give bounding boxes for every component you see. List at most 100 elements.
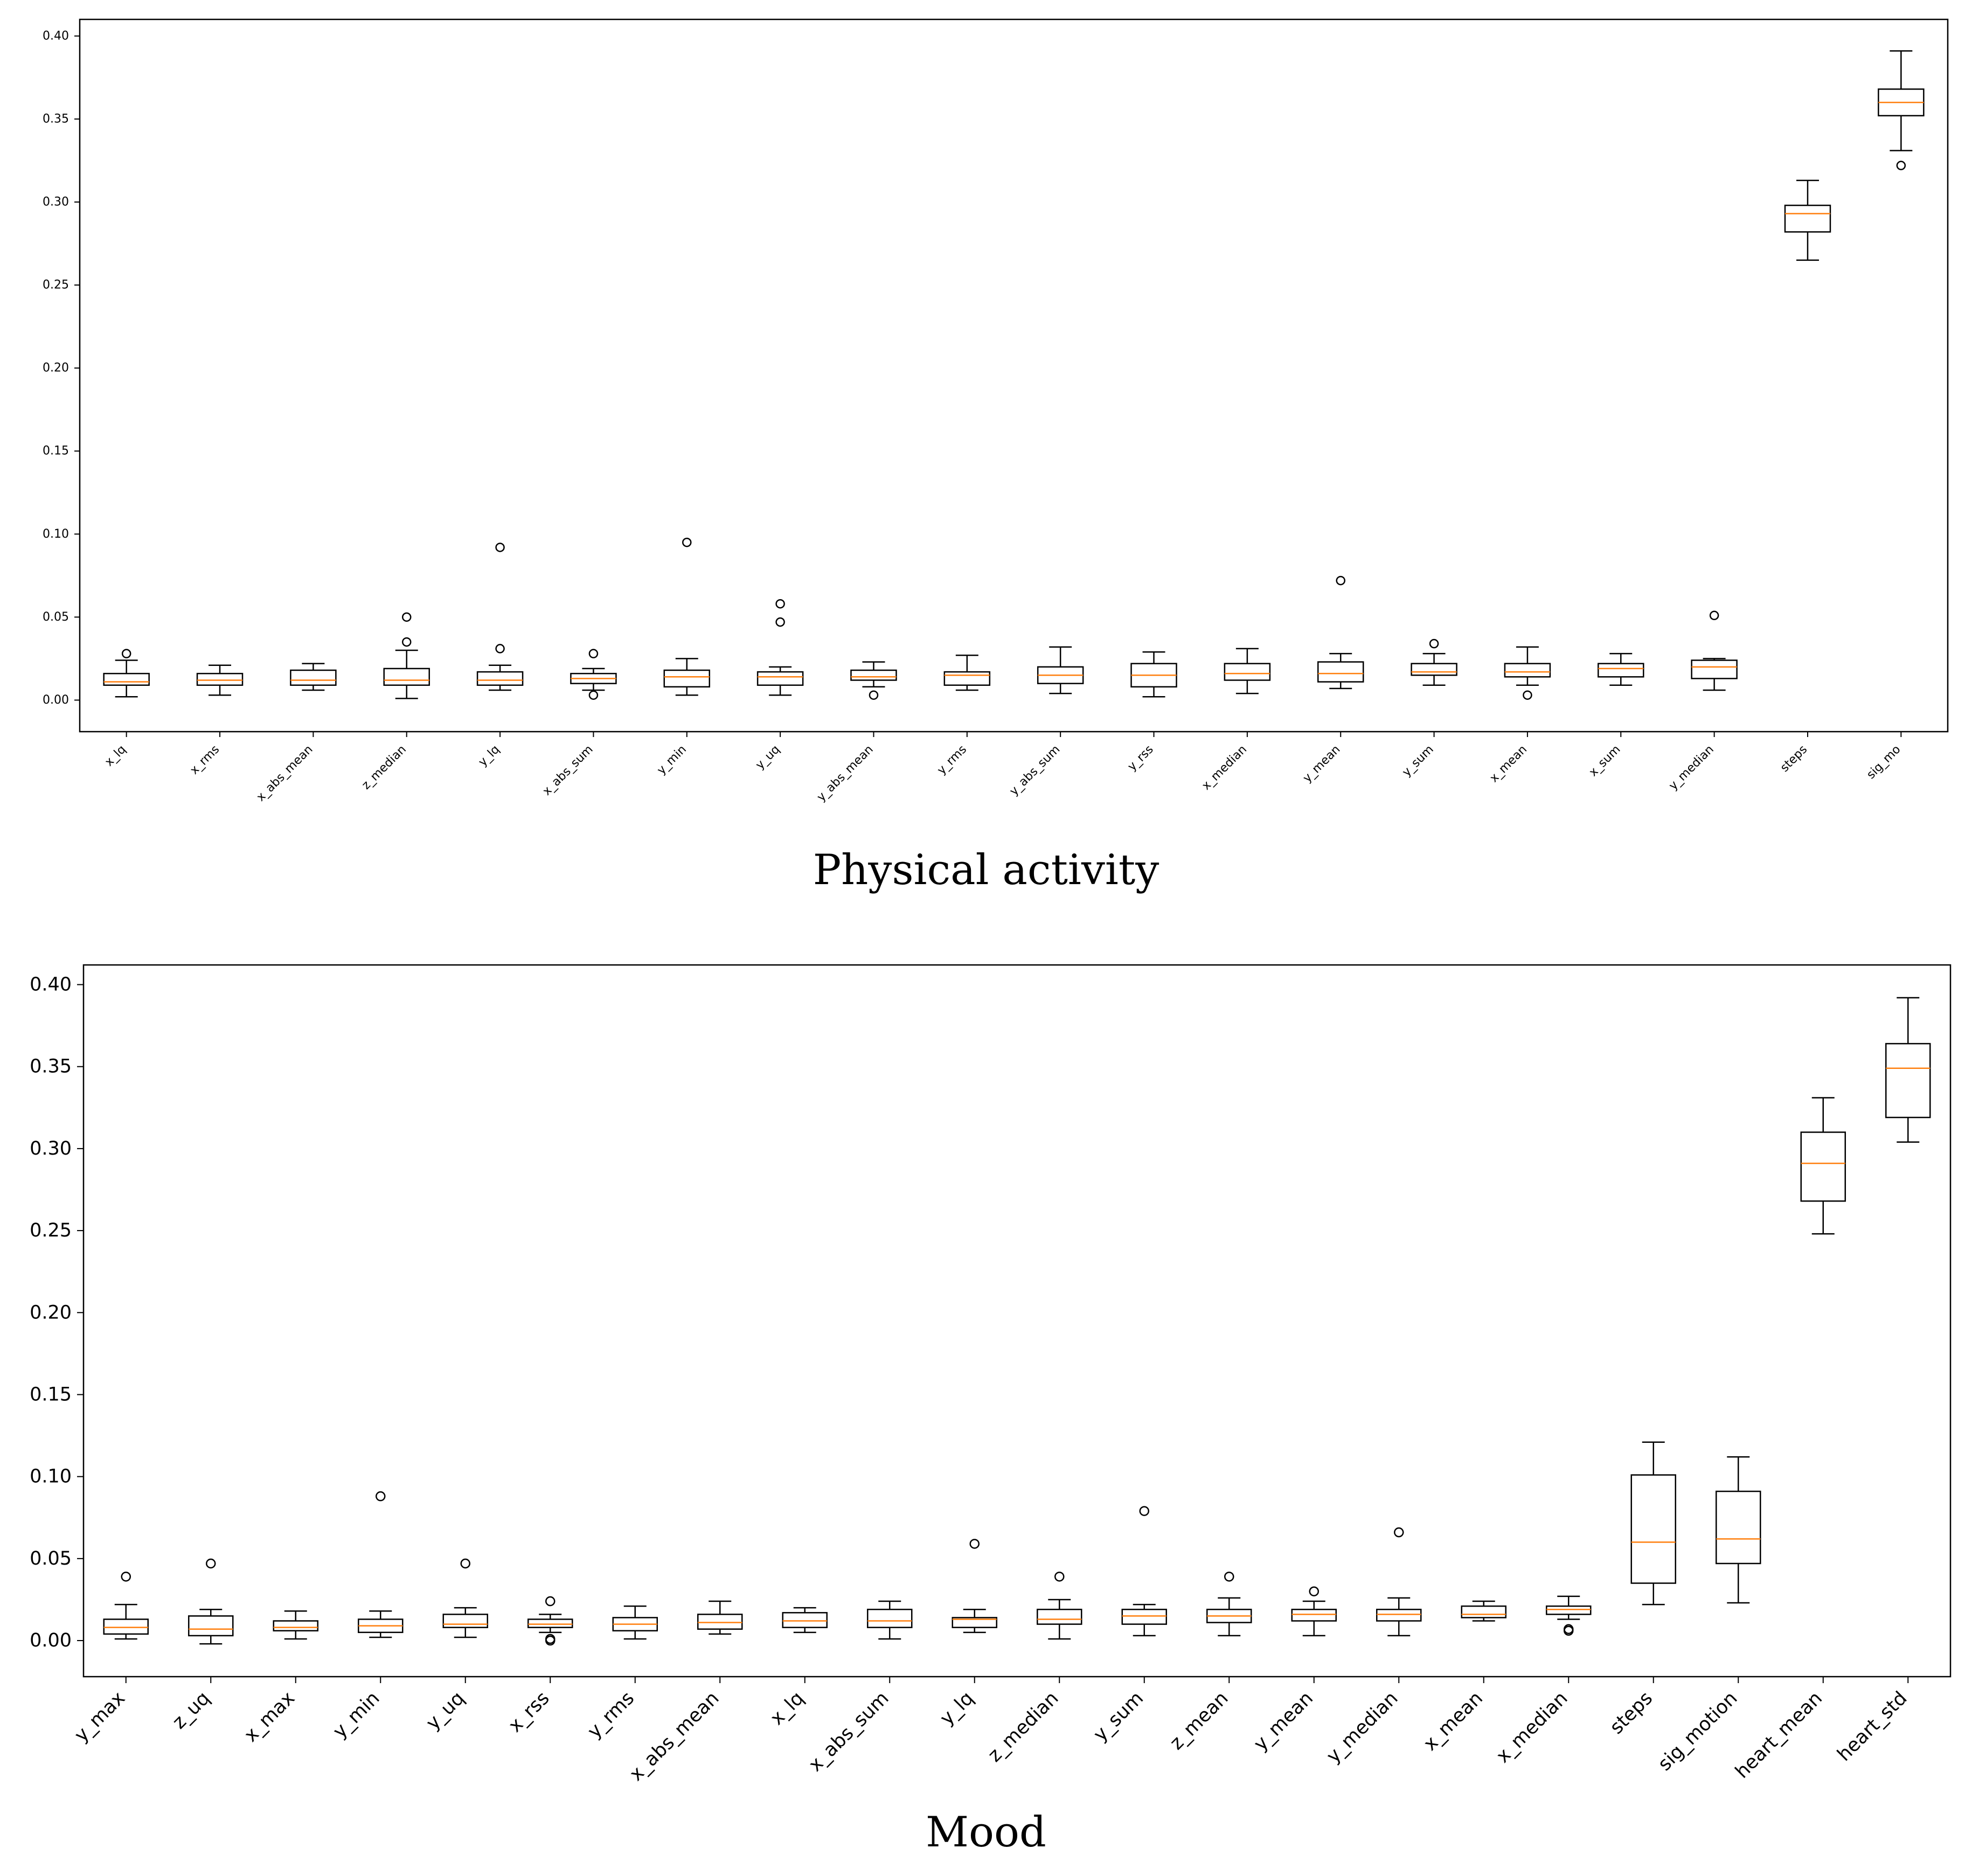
caption-mood: Mood — [926, 1808, 1046, 1857]
box-iqr — [103, 672, 150, 686]
box-iqr — [1716, 1490, 1761, 1565]
y-tick-label: 0.40 — [30, 974, 72, 996]
y-tick-label: 0.15 — [30, 1384, 72, 1405]
box-iqr — [188, 1615, 234, 1637]
box-z-mean — [1206, 1572, 1252, 1637]
x-tick-label: x_max — [240, 1687, 299, 1746]
x-tick-label: y_rms — [935, 743, 969, 777]
outlier-point — [401, 612, 412, 622]
box-y-median — [1376, 1527, 1422, 1637]
x-tick-label: x_sum — [1587, 743, 1623, 780]
box-iqr — [952, 1617, 997, 1628]
box-sig-motion — [1716, 1456, 1761, 1604]
x-tick-label: x_abs_sum — [804, 1687, 893, 1776]
box-y-rms — [943, 654, 991, 691]
y-tick-label: 0.10 — [30, 1466, 72, 1488]
box-iqr — [782, 1612, 828, 1628]
outlier-point — [588, 649, 599, 658]
x-tick-label: y_max — [71, 1687, 129, 1746]
box-iqr — [1224, 663, 1271, 681]
x-tick-label: y_uq — [753, 743, 782, 772]
outlier-point — [1054, 1572, 1065, 1582]
y-tick-label: 0.30 — [30, 1138, 72, 1159]
box-iqr — [1037, 1608, 1082, 1625]
y-tick-label: 0.20 — [30, 1302, 72, 1323]
box-y-max — [103, 1572, 149, 1640]
box-x-abs-sum — [867, 1600, 913, 1640]
y-tick-label: 0.10 — [43, 527, 69, 541]
box-y-uq — [442, 1558, 488, 1638]
x-tick-label: z_median — [984, 1687, 1063, 1766]
box-iqr — [442, 1614, 488, 1628]
box-x-rms — [196, 664, 244, 696]
box-heart-std — [1885, 997, 1931, 1143]
x-tick-label: x_median — [1492, 1687, 1572, 1767]
box-y-sum — [1411, 638, 1457, 686]
outlier-point — [969, 1539, 980, 1549]
box-x-lq — [103, 649, 150, 698]
box-x-median — [1546, 1595, 1592, 1636]
outlier-point — [1336, 575, 1345, 586]
x-tick-label: z_uq — [169, 1687, 214, 1733]
box-iqr — [476, 671, 524, 686]
x-tick-label: z_mean — [1166, 1687, 1233, 1754]
x-tick-label: y_mean — [1301, 743, 1343, 786]
outlier-point — [495, 644, 505, 654]
plot-frame — [82, 964, 1952, 1678]
box-iqr — [850, 669, 897, 681]
box-iqr — [943, 671, 991, 686]
outlier-point — [1896, 161, 1906, 170]
box-iqr — [527, 1618, 573, 1628]
box-iqr — [1504, 663, 1551, 678]
y-tick-label: 0.35 — [43, 112, 69, 126]
x-tick-label: y_uq — [422, 1687, 469, 1734]
box-y-min — [663, 537, 711, 696]
box-iqr — [1800, 1131, 1846, 1202]
box-x-rss — [527, 1596, 573, 1646]
x-tick-label: y_median — [1667, 743, 1717, 793]
x-tick-label: heart_std — [1834, 1687, 1912, 1766]
box-y-lq — [476, 543, 524, 691]
box-iqr — [273, 1620, 318, 1632]
box-y-abs-sum — [1037, 646, 1084, 694]
outlier-point — [121, 649, 131, 658]
x-tick-label: y_sum — [1089, 1687, 1148, 1746]
y-tick-label: 0.25 — [43, 279, 69, 292]
outlier-point — [1139, 1506, 1149, 1516]
box-iqr — [663, 669, 711, 688]
box-x-mean — [1504, 646, 1551, 700]
x-tick-label: steps — [1778, 743, 1810, 775]
box-iqr — [103, 1618, 149, 1635]
box-z-median — [383, 612, 430, 699]
x-tick-label: x_abs_mean — [626, 1687, 724, 1785]
box-iqr — [1784, 204, 1831, 233]
x-tick-label: x_abs_sum — [540, 743, 596, 798]
y-tick-label: 0.40 — [43, 29, 69, 43]
box-x-mean — [1461, 1600, 1506, 1622]
x-tick-label: x_abs_mean — [254, 743, 316, 804]
box-y-median — [1691, 610, 1738, 691]
box-iqr — [1546, 1605, 1592, 1615]
x-tick-label: sig_mo — [1864, 743, 1903, 782]
box-iqr — [1411, 663, 1457, 676]
box-iqr — [1121, 1608, 1167, 1625]
outlier-point — [1709, 610, 1719, 621]
outlier-point — [495, 543, 505, 552]
x-tick-label: x_lq — [102, 743, 129, 769]
box-iqr — [1317, 661, 1364, 683]
box-iqr — [1291, 1608, 1337, 1622]
box-steps — [1784, 179, 1831, 261]
x-tick-label: y_sum — [1400, 743, 1436, 780]
box-iqr — [756, 671, 804, 686]
box-z-uq — [188, 1558, 234, 1645]
y-tick-label: 0.00 — [30, 1630, 72, 1651]
box-y-uq — [756, 599, 804, 696]
outlier-point — [1309, 1586, 1319, 1596]
box-steps — [1630, 1441, 1676, 1606]
box-y-rms — [612, 1605, 658, 1640]
box-iqr — [697, 1614, 743, 1630]
x-tick-label: y_abs_mean — [815, 743, 876, 804]
x-tick-label: sig_motion — [1654, 1687, 1742, 1775]
x-tick-label: steps — [1606, 1687, 1657, 1739]
